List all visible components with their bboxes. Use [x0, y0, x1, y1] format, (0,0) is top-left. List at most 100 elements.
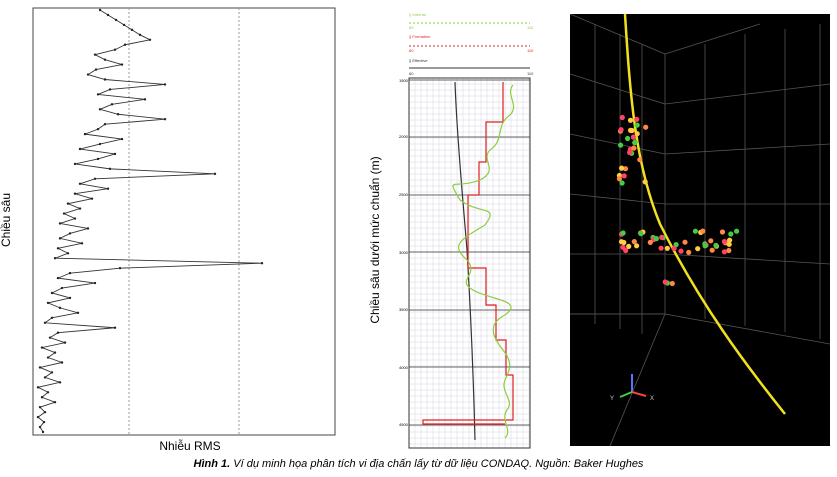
- microseismic-event: [671, 245, 677, 252]
- microseismic-event: [734, 228, 740, 234]
- microseismic-event: [630, 134, 636, 140]
- rms-point: [56, 247, 60, 250]
- microseismic-event: [700, 228, 706, 234]
- rms-point: [56, 331, 60, 334]
- rms-point: [58, 222, 62, 225]
- microseismic-event: [686, 249, 692, 255]
- rms-point: [48, 336, 52, 339]
- depth-tick: 1500: [399, 78, 409, 83]
- microseismic-event: [642, 179, 648, 185]
- rms-point: [73, 217, 77, 220]
- rms-x-axis-label: Nhiễu RMS: [159, 438, 220, 453]
- rms-line: [36, 9, 263, 433]
- rms-point: [113, 152, 117, 156]
- rms-point: [148, 38, 152, 41]
- rms-point: [38, 405, 42, 409]
- rms-point: [58, 237, 62, 240]
- legend-label: § Effective: [409, 58, 428, 63]
- rms-point: [110, 103, 114, 106]
- internal-curve: [452, 84, 515, 439]
- rms-point: [43, 410, 47, 414]
- microseismic-event: [622, 166, 629, 172]
- rms-point: [114, 18, 118, 22]
- rms-point: [96, 127, 100, 131]
- rms-point: [58, 381, 62, 384]
- y-axis-arrow: [619, 391, 633, 398]
- rms-y-axis-label: Chiều sâu: [0, 193, 13, 247]
- x-axis-arrow: [631, 391, 647, 397]
- rms-point: [86, 227, 90, 230]
- microseismic-event: [719, 229, 726, 235]
- effective-curve: [454, 81, 476, 441]
- rms-point: [38, 366, 42, 369]
- microseismic-event: [620, 230, 626, 236]
- rms-point: [103, 58, 107, 61]
- depth-tick: 4000: [399, 365, 409, 370]
- microseismic-event: [682, 239, 688, 245]
- rms-point: [93, 53, 97, 56]
- microseismic-event: [634, 243, 640, 249]
- rms-point: [53, 351, 57, 354]
- rms-point: [42, 420, 46, 424]
- log-y-axis-label: Chiều sâu dưới mức chuẩn (m): [368, 156, 382, 323]
- microseismic-event: [628, 127, 634, 134]
- rms-point: [50, 371, 54, 374]
- rms-point: [86, 73, 90, 76]
- rms-point: [56, 276, 60, 280]
- log-grid: [408, 77, 530, 448]
- legend-label: § Internal: [409, 12, 426, 17]
- rms-point: [46, 391, 50, 394]
- microseismic-event: [632, 139, 638, 145]
- rms-point: [62, 212, 66, 215]
- rms-point: [83, 132, 87, 136]
- rms-point: [103, 122, 107, 126]
- log-legend: § Internal § Formation § Effective 60 11…: [409, 12, 534, 76]
- scale-tick: 60: [409, 48, 414, 53]
- rms-point: [53, 257, 57, 260]
- rms-point: [113, 48, 117, 51]
- rms-point: [106, 187, 110, 190]
- well-log-panel: § Internal § Formation § Effective 60 11…: [355, 0, 545, 460]
- rms-point: [58, 306, 62, 310]
- rms-point: [68, 271, 72, 275]
- microseismic-event: [627, 149, 633, 156]
- microseismic-event: [634, 131, 640, 137]
- microseismic-event: [634, 116, 640, 122]
- rms-noise-chart: Chiều sâu Nhiễu RMS: [0, 7, 336, 453]
- microseismic-events: [616, 114, 740, 287]
- x-axis-label: X: [650, 396, 654, 402]
- microseismic-event: [726, 247, 732, 254]
- microseismic-event: [728, 231, 734, 237]
- rms-noise-panel: Chiều sâu Nhiễu RMS: [0, 0, 350, 460]
- figure-caption: Hình 1. Ví dụ minh họa phân tích vi địa …: [0, 458, 837, 470]
- microseismic-event: [708, 238, 714, 244]
- microseismic-event: [620, 244, 626, 250]
- rms-point: [78, 207, 82, 210]
- caption-label: Hình 1.: [193, 458, 231, 470]
- microseismic-event: [662, 279, 668, 285]
- microseismic-event: [637, 157, 643, 163]
- rms-point: [68, 296, 72, 300]
- microseismic-event: [631, 145, 637, 151]
- rms-point: [93, 281, 97, 285]
- depth-tick: 4500: [399, 422, 409, 427]
- chart-frame: [32, 7, 336, 436]
- rms-point: [260, 262, 264, 265]
- rms-point: [50, 291, 54, 295]
- 3d-grid: [569, 13, 831, 447]
- rms-point: [43, 321, 47, 324]
- rms-point: [213, 172, 217, 176]
- rms-point: [108, 88, 112, 91]
- depth-tick: 3000: [399, 250, 409, 255]
- axis-triad: Y X: [610, 374, 654, 402]
- microseismic-event: [678, 248, 684, 254]
- microseismic-event: [619, 180, 625, 186]
- microseismic-event: [638, 231, 644, 237]
- rms-point: [108, 167, 112, 171]
- rms-series: [36, 8, 264, 434]
- rms-point: [63, 341, 67, 344]
- well-log-chart: § Internal § Formation § Effective 60 11…: [368, 12, 534, 449]
- rms-point: [60, 286, 64, 290]
- microseismic-event: [664, 245, 670, 251]
- depth-tick: 2000: [399, 134, 409, 139]
